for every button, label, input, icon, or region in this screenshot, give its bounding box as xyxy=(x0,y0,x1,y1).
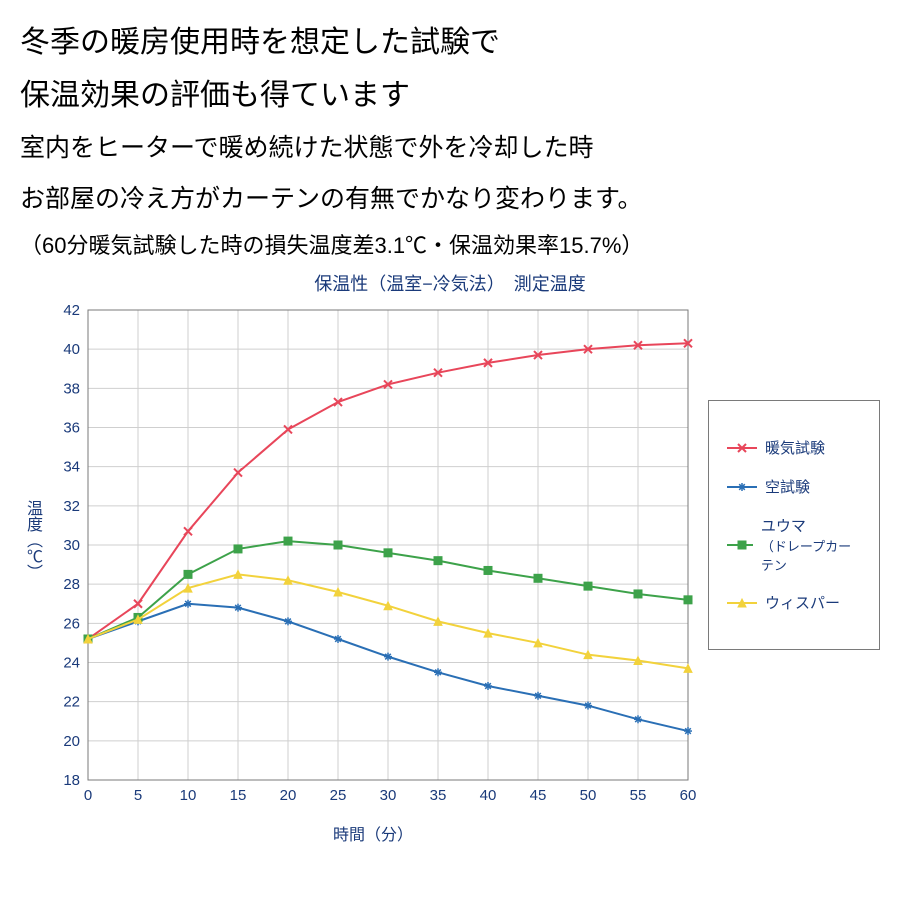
svg-text:38: 38 xyxy=(63,380,80,397)
sub-line2: お部屋の冷え方がカーテンの有無でかなり変わります。 xyxy=(20,177,880,222)
legend-item: ユウマ（ドレープカーテン xyxy=(727,515,861,574)
chart-svg: 0 5 10 15 20 25 30 35 40 45 50 55 60 18 20 22 24 26 28 30 32… xyxy=(48,300,698,810)
svg-text:45: 45 xyxy=(530,787,547,804)
chart-title: 保温性（温室−冷気法） 測定温度 xyxy=(20,270,880,296)
heading-line2: 保温効果の評価も得ています xyxy=(20,73,880,118)
svg-text:26: 26 xyxy=(63,615,80,632)
svg-text:10: 10 xyxy=(180,787,197,804)
legend-label: 空試験 xyxy=(765,476,810,497)
chart-legend: 暖気試験空試験ユウマ（ドレープカーテンウィスパー xyxy=(708,400,880,650)
svg-text:42: 42 xyxy=(63,302,80,319)
svg-text:22: 22 xyxy=(63,694,80,711)
legend-label: 暖気試験 xyxy=(765,437,825,458)
svg-text:15: 15 xyxy=(230,787,247,804)
legend-item: 暖気試験 xyxy=(727,437,861,458)
svg-text:28: 28 xyxy=(63,576,80,593)
svg-text:50: 50 xyxy=(580,787,597,804)
legend-item: 空試験 xyxy=(727,476,861,497)
note-text: （60分暖気試験した時の損失温度差3.1℃・保温効果率15.7%） xyxy=(20,228,880,260)
svg-text:40: 40 xyxy=(480,787,497,804)
svg-text:60: 60 xyxy=(680,787,697,804)
svg-text:30: 30 xyxy=(63,537,80,554)
svg-text:20: 20 xyxy=(280,787,297,804)
y-axis-label: 温度（℃） xyxy=(20,300,44,580)
svg-text:0: 0 xyxy=(84,787,92,804)
svg-text:35: 35 xyxy=(430,787,447,804)
legend-item: ウィスパー xyxy=(727,592,861,613)
chart-container: 温度（℃） 0 5 10 15 20 25 30 35 40 45 50 55 60 18 20 22 24 26… xyxy=(20,300,880,845)
svg-text:5: 5 xyxy=(134,787,142,804)
sub-line1: 室内をヒーターで暖め続けた状態で外を冷却した時 xyxy=(20,126,880,171)
svg-text:18: 18 xyxy=(63,772,80,789)
svg-text:40: 40 xyxy=(63,341,80,358)
svg-text:24: 24 xyxy=(63,655,80,672)
legend-label: ウィスパー xyxy=(765,592,840,613)
svg-text:55: 55 xyxy=(630,787,647,804)
svg-text:30: 30 xyxy=(380,787,397,804)
x-axis-label: 時間（分） xyxy=(48,821,698,845)
heading-line1: 冬季の暖房使用時を想定した試験で xyxy=(20,20,880,65)
svg-text:36: 36 xyxy=(63,420,80,437)
svg-text:20: 20 xyxy=(63,733,80,750)
svg-text:34: 34 xyxy=(63,459,80,476)
legend-label: ユウマ（ドレープカーテン xyxy=(761,515,861,574)
chart-plot-area: 0 5 10 15 20 25 30 35 40 45 50 55 60 18 20 22 24 26 28 30 32… xyxy=(48,300,698,845)
svg-text:32: 32 xyxy=(63,498,80,515)
svg-text:25: 25 xyxy=(330,787,347,804)
